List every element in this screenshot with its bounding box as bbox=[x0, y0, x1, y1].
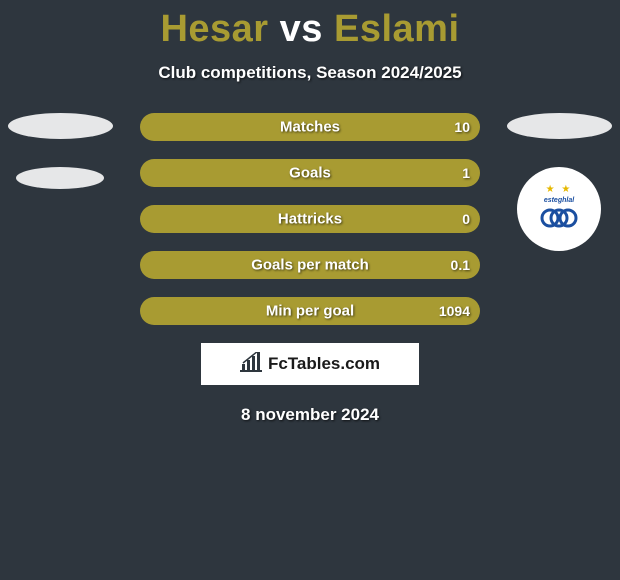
stat-value-right: 1094 bbox=[439, 303, 470, 319]
title-part-1: Hesar bbox=[160, 8, 268, 50]
stat-value-right: 0.1 bbox=[451, 257, 470, 273]
page-title: Hesar vs Eslami bbox=[0, 0, 620, 51]
title-vs: vs bbox=[280, 8, 323, 50]
right-badges: ★ ★ esteghlal bbox=[507, 113, 612, 251]
bar-chart-icon bbox=[240, 352, 262, 377]
stat-row: Goals per match 0.1 bbox=[140, 251, 480, 279]
player-placeholder-ellipse bbox=[8, 113, 113, 139]
brand-box: FcTables.com bbox=[201, 343, 419, 385]
stat-label: Goals per match bbox=[251, 257, 369, 274]
stat-label: Min per goal bbox=[266, 303, 354, 320]
stat-label: Hattricks bbox=[278, 211, 342, 228]
rings-icon bbox=[539, 207, 579, 234]
player-placeholder-ellipse bbox=[507, 113, 612, 139]
left-badges bbox=[8, 113, 113, 217]
title-part-2: Eslami bbox=[334, 8, 460, 50]
club-badge: ★ ★ esteghlal bbox=[517, 167, 601, 251]
date-line: 8 november 2024 bbox=[0, 405, 620, 425]
stat-value-right: 1 bbox=[462, 165, 470, 181]
stat-value-right: 10 bbox=[454, 119, 470, 135]
stat-label: Goals bbox=[289, 165, 331, 182]
player-placeholder-ellipse bbox=[16, 167, 104, 189]
stat-row: Goals 1 bbox=[140, 159, 480, 187]
stat-label: Matches bbox=[280, 119, 340, 136]
subtitle: Club competitions, Season 2024/2025 bbox=[0, 63, 620, 83]
stat-bars: Matches 10 Goals 1 Hattricks 0 Goals per… bbox=[140, 113, 480, 325]
stars-icon: ★ ★ bbox=[546, 184, 573, 195]
stat-row: Hattricks 0 bbox=[140, 205, 480, 233]
stat-value-right: 0 bbox=[462, 211, 470, 227]
club-name: esteghlal bbox=[544, 197, 574, 204]
stat-row: Min per goal 1094 bbox=[140, 297, 480, 325]
stat-row: Matches 10 bbox=[140, 113, 480, 141]
brand-text: FcTables.com bbox=[268, 354, 380, 374]
stats-area: ★ ★ esteghlal Matches 10 Goals 1 Hattric… bbox=[0, 113, 620, 325]
